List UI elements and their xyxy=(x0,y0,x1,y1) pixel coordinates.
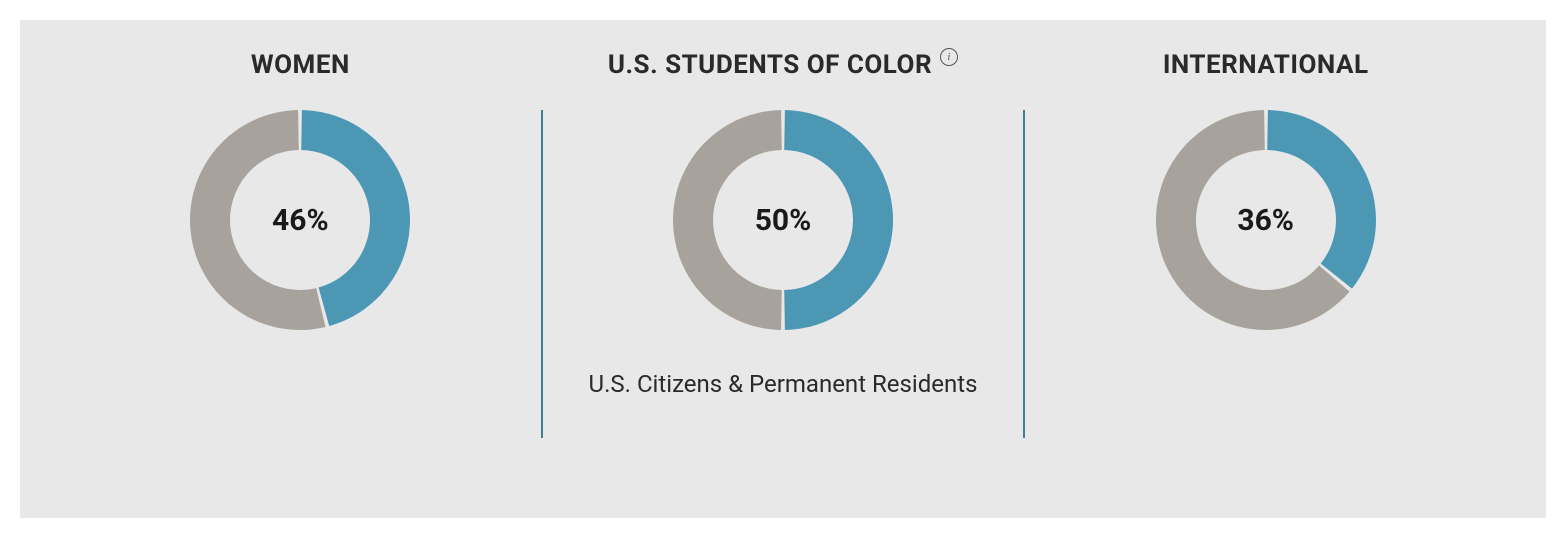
donut-value-students-of-color: 50% xyxy=(755,203,812,238)
panel-students-of-color: U.S. STUDENTS OF COLOR i 50% U.S. Citize… xyxy=(543,50,1024,398)
info-icon[interactable]: i xyxy=(940,48,958,66)
title-text: U.S. STUDENTS OF COLOR xyxy=(608,50,932,80)
title-text: INTERNATIONAL xyxy=(1163,50,1369,80)
panel-women: WOMEN 46% xyxy=(60,50,541,340)
donut-women: 46% xyxy=(180,100,420,340)
panel-title-students-of-color: U.S. STUDENTS OF COLOR i xyxy=(608,50,958,80)
donut-value-women: 46% xyxy=(272,203,329,238)
donut-students-of-color: 50% xyxy=(663,100,903,340)
panel-title-women: WOMEN xyxy=(251,50,350,80)
panel-subtitle: U.S. Citizens & Permanent Residents xyxy=(589,370,978,398)
panel-title-international: INTERNATIONAL xyxy=(1163,50,1369,80)
stats-container: WOMEN 46% U.S. STUDENTS OF COLOR i 50% U… xyxy=(20,20,1546,518)
panel-international: INTERNATIONAL 36% xyxy=(1025,50,1506,340)
donut-international: 36% xyxy=(1146,100,1386,340)
title-text: WOMEN xyxy=(251,50,350,80)
donut-value-international: 36% xyxy=(1237,203,1294,238)
